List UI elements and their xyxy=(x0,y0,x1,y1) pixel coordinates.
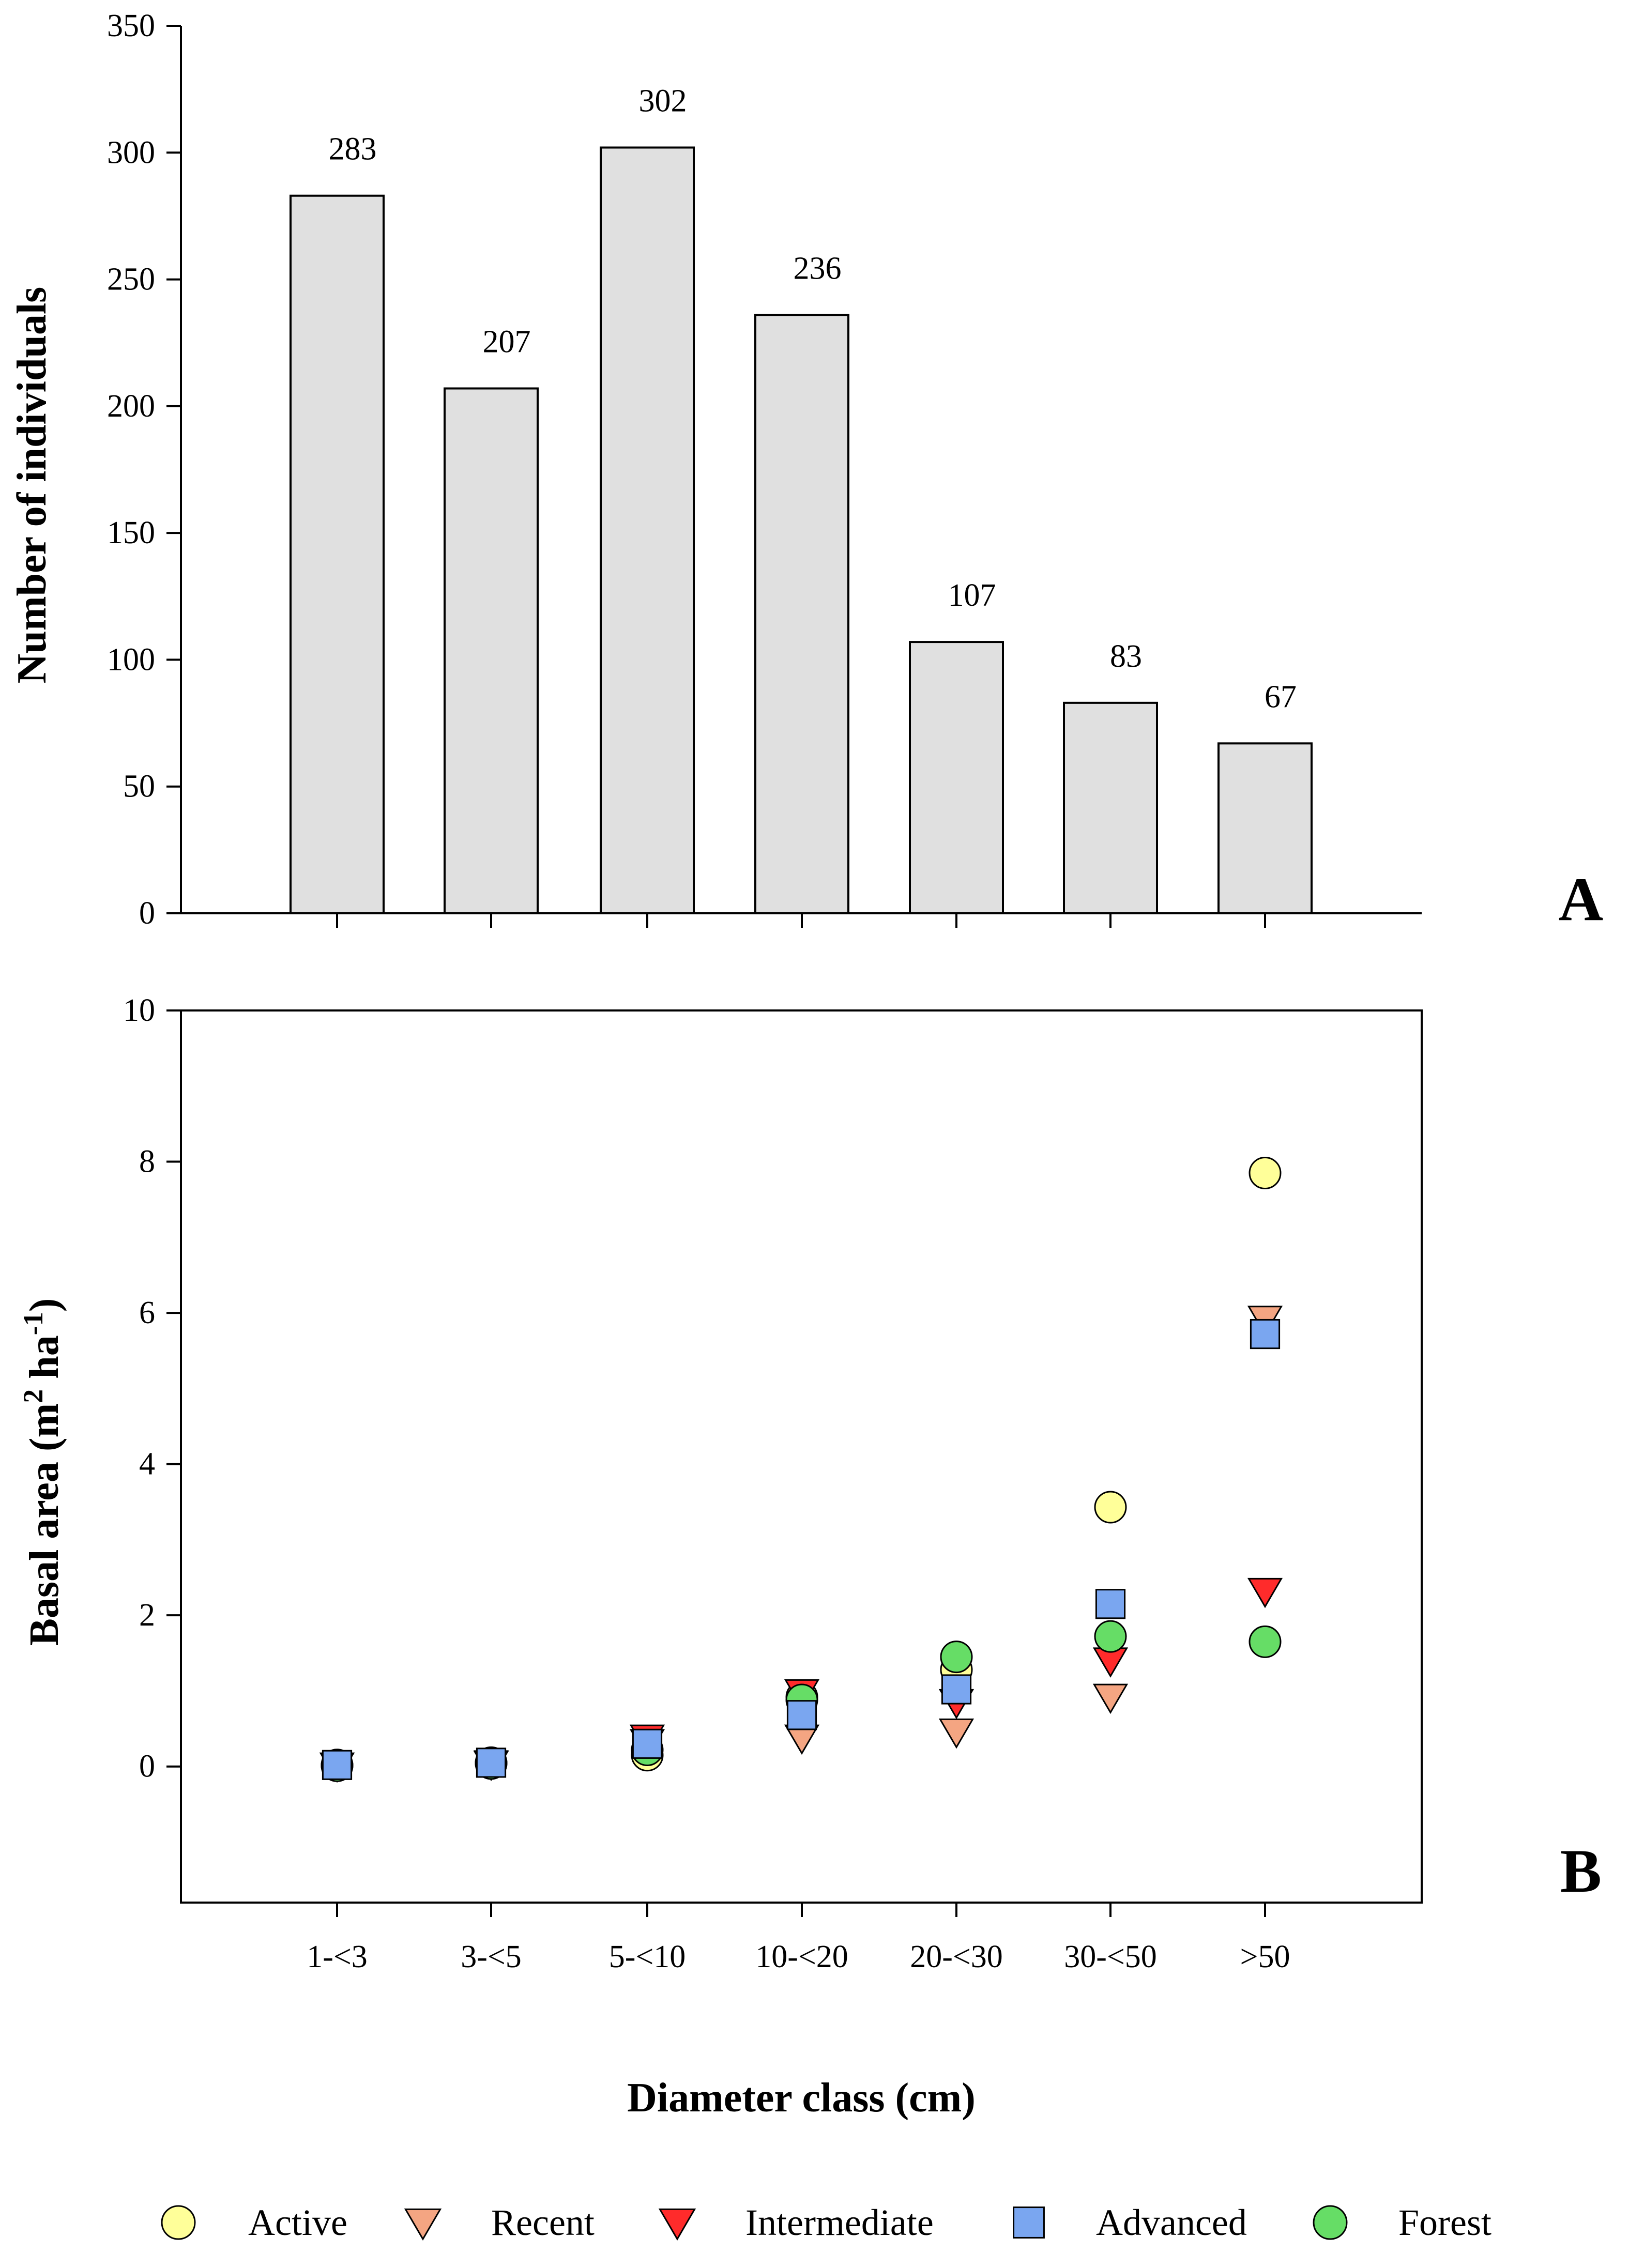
series-advanced xyxy=(322,1319,1281,1780)
panel-b-x-tick-label-3-5: 3-<5 xyxy=(461,1939,522,1974)
bar-value-label-10-20: 236 xyxy=(794,251,842,286)
legend-label-advanced: Advanced xyxy=(1096,2202,1247,2243)
panel-a-y-tick-label: 150 xyxy=(107,515,155,550)
panel-a-y-tick-label: 350 xyxy=(107,8,155,43)
legend-marker-recent xyxy=(404,2208,442,2241)
panel-b-x-tick-label-20-30: 20-<30 xyxy=(910,1939,1003,1974)
panel-b-y-axis-title: Basal area (m2 ha-1) xyxy=(18,1298,67,1646)
panel-b-y-title-main: Basal area (m xyxy=(22,1403,67,1646)
panel-b-x-ticks: 1-<3 3-<5 5-<10 10-<20 20-<30 30-<50 >50 xyxy=(307,1903,1290,1974)
point-intermediate-50 xyxy=(1247,1577,1283,1608)
point-active-50 xyxy=(1249,1156,1282,1189)
legend-marker-intermediate xyxy=(658,2208,696,2241)
panel-a-bar-labels: 283 207 302 236 107 83 67 xyxy=(329,83,1297,714)
panel-a-x-ticks xyxy=(336,913,1266,928)
panel-a-bars xyxy=(290,146,1313,915)
legend-item-advanced: Advanced xyxy=(1013,2202,1247,2243)
panel-b-y-tick-label: 0 xyxy=(139,1749,155,1784)
panel-b-y-tick-label: 4 xyxy=(139,1447,155,1482)
panel-b-points xyxy=(319,1156,1283,1783)
point-forest-20-30 xyxy=(940,1641,973,1674)
bar-value-label-3-5: 207 xyxy=(483,325,531,360)
legend-label-active: Active xyxy=(248,2202,347,2243)
panel-a-y-axis-title: Number of individuals xyxy=(9,287,55,684)
point-advanced-5-10 xyxy=(632,1728,663,1759)
legend-marker-advanced xyxy=(1013,2206,1045,2239)
bar-1-3 xyxy=(290,194,385,914)
panel-b-y-title-mid: ha xyxy=(22,1335,67,1389)
panel-a-letter: A xyxy=(1559,865,1604,933)
panel-b-y-tick-label: 2 xyxy=(139,1598,155,1633)
point-advanced-50 xyxy=(1250,1319,1281,1350)
panel-b-y-tick-label: 8 xyxy=(139,1144,155,1179)
panel-b-y-title-sup2: -1 xyxy=(18,1312,49,1335)
legend-item-active: Active xyxy=(161,2202,347,2243)
point-forest-50 xyxy=(1249,1625,1282,1658)
panel-a-y-tick-label: 50 xyxy=(123,769,155,804)
panel-a-y-tick-label: 200 xyxy=(107,389,155,424)
point-advanced-20-30 xyxy=(941,1674,972,1705)
legend-item-forest: Forest xyxy=(1313,2202,1491,2243)
point-advanced-30-50 xyxy=(1095,1589,1126,1619)
bar-value-label-5-10: 302 xyxy=(639,83,687,118)
panel-b-x-tick-label-30-50: 30-<50 xyxy=(1064,1939,1157,1974)
bar-value-label-30-50: 83 xyxy=(1110,639,1142,674)
panel-b-x-tick-label-1-3: 1-<3 xyxy=(307,1939,368,1974)
bar-10-20 xyxy=(754,314,849,914)
bar-value-label-1-3: 283 xyxy=(329,132,377,167)
bar-value-label-50: 67 xyxy=(1265,679,1297,714)
panel-b-scatter-chart: 0 2 4 6 8 10 1-<3 3-<5 5-<10 10-<20 20-<30 30-<50 >… xyxy=(18,993,1602,2121)
point-forest-30-50 xyxy=(1094,1620,1127,1653)
panel-b-y-tick-label: 10 xyxy=(123,993,155,1028)
panel-b-x-tick-label-5-10: 5-<10 xyxy=(609,1939,686,1974)
panel-a-y-tick-label: 300 xyxy=(107,135,155,170)
panel-b-x-tick-label-50: >50 xyxy=(1240,1939,1290,1974)
legend-marker-forest xyxy=(1313,2205,1348,2240)
panel-b-y-title-end: ) xyxy=(22,1298,67,1312)
legend: Active Recent Intermediate Advanced Forest xyxy=(161,2202,1491,2243)
bar-20-30 xyxy=(909,641,1004,915)
panel-b-plot-frame xyxy=(180,1009,1423,1904)
legend-label-recent: Recent xyxy=(491,2202,595,2243)
legend-marker-active xyxy=(161,2205,196,2240)
point-active-30-50 xyxy=(1094,1491,1127,1524)
legend-item-intermediate: Intermediate xyxy=(658,2202,934,2243)
point-recent-20-30 xyxy=(938,1718,975,1749)
panel-a-bar-chart: 283 207 302 236 107 83 67 0 50 100 150 200 250 300 35… xyxy=(9,8,1603,933)
bar-value-label-20-30: 107 xyxy=(948,578,996,613)
point-advanced-3-5 xyxy=(476,1748,507,1778)
bar-50 xyxy=(1217,742,1313,914)
point-recent-30-50 xyxy=(1092,1683,1129,1714)
panel-a-y-tick-label: 250 xyxy=(107,262,155,297)
point-advanced-10-20 xyxy=(786,1700,817,1730)
panel-b-y-title-sup1: 2 xyxy=(18,1389,49,1403)
legend-label-forest: Forest xyxy=(1398,2202,1491,2243)
legend-label-intermediate: Intermediate xyxy=(745,2202,934,2243)
legend-item-recent: Recent xyxy=(404,2202,595,2243)
panel-b-y-tick-label: 6 xyxy=(139,1295,155,1330)
bar-30-50 xyxy=(1063,701,1158,914)
panel-b-x-tick-label-10-20: 10-<20 xyxy=(755,1939,848,1974)
bar-5-10 xyxy=(600,146,695,915)
panel-b-x-axis-title: Diameter class (cm) xyxy=(627,2075,976,2121)
panel-a-y-tick-label: 100 xyxy=(107,642,155,677)
bar-3-5 xyxy=(444,387,539,914)
panel-a-y-tick-label: 0 xyxy=(139,896,155,931)
point-advanced-1-3 xyxy=(322,1750,353,1780)
panel-b-letter: B xyxy=(1560,1836,1602,1905)
panel-a-y-ticks: 0 50 100 150 200 250 300 350 xyxy=(107,8,181,931)
panel-b-y-ticks: 0 2 4 6 8 10 xyxy=(123,993,181,1784)
